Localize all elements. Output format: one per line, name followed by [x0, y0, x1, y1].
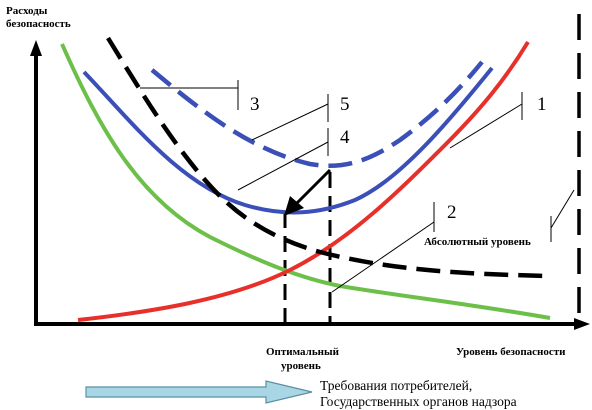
- right-arrow-icon: [85, 380, 313, 404]
- y-axis-label-line2: безопасность: [6, 18, 71, 30]
- y-axis-arrowhead: [30, 40, 42, 56]
- x-axis-arrowhead: [574, 318, 590, 330]
- optimum-shift-arrowhead: [284, 196, 304, 216]
- x-axis-label: Уровень безопасности: [456, 346, 566, 358]
- callout-4-label: 4: [340, 127, 350, 148]
- callout-3: 3: [140, 80, 260, 115]
- blue-dashed-curve: [150, 60, 484, 168]
- optimum-shift-arrow-shaft: [292, 168, 332, 208]
- callout-1-label: 1: [537, 94, 547, 115]
- blue-solid-curve: [82, 66, 494, 215]
- red-curve: [77, 40, 530, 322]
- absolute-level-label: Абсолютный уровень: [424, 236, 531, 248]
- callout-3-label: 3: [250, 94, 260, 115]
- green-curve: [60, 43, 551, 320]
- callout-2: 2: [331, 202, 457, 293]
- callout-2-label: 2: [447, 202, 457, 223]
- callout-5: 5: [251, 94, 350, 141]
- optimal-level-label-line1: Оптимальный: [266, 346, 340, 358]
- optimal-level-label-line2: уровень: [281, 360, 321, 372]
- callout-5-label: 5: [340, 94, 350, 115]
- callout-1: 1: [449, 92, 547, 149]
- y-axis-label-line1: Расходы: [6, 5, 48, 17]
- callout-absolute: [550, 189, 575, 242]
- requirements-label-line2: Государственных органов надзора: [320, 394, 517, 409]
- black-dashed-curve: [106, 36, 551, 279]
- callout-4: 4: [237, 127, 350, 191]
- requirements-label-line1: Требования потребителей,: [320, 378, 472, 393]
